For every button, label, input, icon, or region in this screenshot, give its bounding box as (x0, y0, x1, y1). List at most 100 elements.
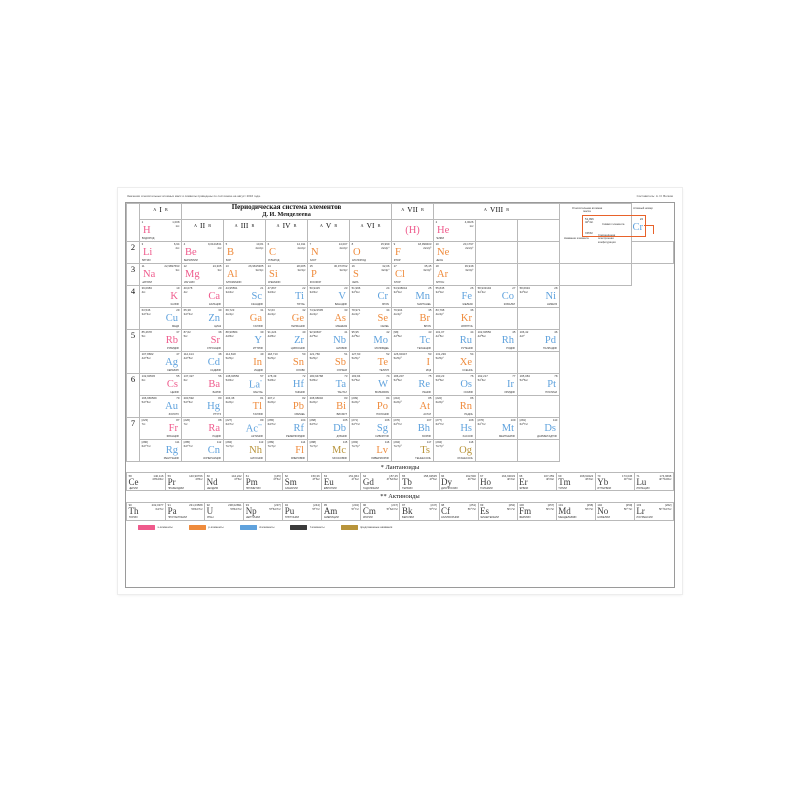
element-cell-Ta[interactable]: 73 180,94788 5d³6s² Ta ТАНТАЛ (307, 372, 350, 396)
element-cell-Fl[interactable]: 114 [289] 7s²7p² Fl ФЛЕРОВИЙ (265, 438, 308, 462)
element-cell-Bk[interactable]: 97 [247] 5f⁹7s² Bk БЕРКЛИЙ (399, 501, 440, 521)
element-cell-Yb[interactable]: 70 173,045 4f¹⁴6s² Yb ИТТЕРБИЙ (594, 472, 635, 492)
element-cell-H[interactable]: 1 1,008 1s¹ H ВОДОРОД (139, 218, 182, 242)
element-cell-Rn[interactable]: 86 [222] 6s²6p⁶ Rn РАДОН (433, 394, 476, 418)
element-cell-Cu[interactable]: 29 63,546 3d¹⁰4s¹ Cu МЕДЬ (139, 306, 182, 330)
element-cell-F[interactable]: 9 18,998403 2s²2p⁵ F ФТОР (391, 240, 434, 264)
element-cell-Os[interactable]: 76 190,23 5d⁶6s² Os ОСМИЙ (433, 372, 476, 396)
element-cell-He[interactable]: 2 4,0026 1s² He ГЕЛИЙ (433, 218, 476, 242)
element-cell-Cd[interactable]: 48 112,414 4d¹⁰5s² Cd КАДМИЙ (181, 350, 224, 374)
element-cell-Al[interactable]: 13 26,9815385 3s²3p¹ Al АЛЮМИНИЙ (223, 262, 266, 286)
element-cell-Pr[interactable]: 59 140,90766 4f³6s² Pr ПРАЗЕОДИМ (165, 472, 206, 492)
element-cell-Na[interactable]: 11 22,9897693 3s¹ Na НАТРИЙ (139, 262, 182, 286)
element-cell-Tm[interactable]: 69 168,93422 4f¹³6s² Tm ТУЛИЙ (555, 472, 596, 492)
element-cell-(H)[interactable]: (H) (391, 218, 434, 242)
element-cell-N[interactable]: 7 14,007 2s²2p³ N АЗОТ (307, 240, 350, 264)
element-cell-Sm[interactable]: 62 150,36 4f⁶6s² Sm САМАРИЙ (282, 472, 323, 492)
element-cell-Pu[interactable]: 94 [244] 5f⁶7s² Pu ПЛУТОНИЙ (282, 501, 323, 521)
element-cell-Y[interactable]: 39 88,90584 4d¹5s² Y ИТТРИЙ (223, 328, 266, 352)
element-cell-Sg[interactable]: 106 [271] 6d⁴7s² Sg СИБОРГИЙ (349, 416, 392, 440)
element-cell-Ge[interactable]: 32 72,63 4s²4p² Ge ГЕРМАНИЙ (265, 306, 308, 330)
element-cell-S[interactable]: 16 32,06 3s²3p⁴ S СЕРА (349, 262, 392, 286)
element-cell-Ni[interactable]: 28 58,6934 3d⁸4s² Ni НИКЕЛЬ (517, 284, 560, 308)
element-cell-No[interactable]: 102 [259] 5f¹⁴7s² No НОБЕЛИЙ (594, 501, 635, 521)
element-cell-Ir[interactable]: 77 192,217 5d⁷6s² Ir ИРИДИЙ (475, 372, 518, 396)
element-cell-Cf[interactable]: 98 [251] 5f¹⁰7s² Cf КАЛИФОРНИЙ (438, 501, 479, 521)
element-cell-Lv[interactable]: 116 [293] 7s²7p⁴ Lv ЛИВЕРМОРИЙ (349, 438, 392, 462)
element-cell-W[interactable]: 74 183,84 5d⁴6s² W ВОЛЬФРАМ (349, 372, 392, 396)
element-cell-Rb[interactable]: 37 85,4678 5s¹ Rb РУБИДИЙ (139, 328, 182, 352)
element-cell-K[interactable]: 19 39,0983 4s¹ K КАЛИЙ (139, 284, 182, 308)
element-cell-Br[interactable]: 35 79,904 4s²4p⁵ Br БРОМ (391, 306, 434, 330)
element-cell-Ra[interactable]: 88 [226] 7s² Ra РАДИЙ (181, 416, 224, 440)
element-cell-La[interactable]: 57 138,90550 5d¹6s² La* ЛАНТАН (223, 372, 266, 396)
element-cell-Cl[interactable]: 17 35,45 3s²3p⁵ Cl ХЛОР (391, 262, 434, 286)
element-cell-Lu[interactable]: 71 174,9668 4f¹⁴5d¹6s² Lu ЛЮТЕЦИЙ (633, 472, 675, 492)
element-cell-Db[interactable]: 105 [268] 6d³7s² Db ДУБНИЙ (307, 416, 350, 440)
element-cell-Mn[interactable]: 25 54,938044 3d⁵4s² Mn МАРГАНЕЦ (391, 284, 434, 308)
element-cell-Ar[interactable]: 18 39,948 3s²3p⁶ Ar АРГОН (433, 262, 476, 286)
element-cell-Ce[interactable]: 58 140,116 4f¹5d¹6s² Ce ЦЕРИЙ (125, 472, 167, 492)
element-cell-Ba[interactable]: 56 137,327 6s² Ba БАРИЙ (181, 372, 224, 396)
element-cell-Cm[interactable]: 96 [247] 5f⁷6d¹7s² Cm КЮРИЙ (360, 501, 401, 521)
element-cell-Hg[interactable]: 80 200,592 5d¹⁰6s² Hg РТУТЬ (181, 394, 224, 418)
element-cell-Re[interactable]: 75 186,207 5d⁵6s² Re РЕНИЙ (391, 372, 434, 396)
element-cell-Te[interactable]: 52 127,60 5s²5p⁴ Te ТЕЛЛУР (349, 350, 392, 374)
element-cell-Sr[interactable]: 38 87,62 5s² Sr СТРОНЦИЙ (181, 328, 224, 352)
element-cell-Zr[interactable]: 40 91,224 4d²5s² Zr ЦИРКОНИЙ (265, 328, 308, 352)
element-cell-At[interactable]: 85 [210] 6s²6p⁵ At АСТАТ (391, 394, 434, 418)
element-cell-Pt[interactable]: 78 195,084 5d⁹6s¹ Pt ПЛАТИНА (517, 372, 560, 396)
element-cell-Tc[interactable]: 43 [98] 4d⁵5s² Tc ТЕХНЕЦИЙ (391, 328, 434, 352)
element-cell-Eu[interactable]: 63 151,964 4f⁷6s² Eu ЕВРОПИЙ (321, 472, 362, 492)
element-cell-Ti[interactable]: 22 47,867 3d²4s² Ti ТИТАН (265, 284, 308, 308)
element-cell-Mc[interactable]: 115 [288] 7s²7p³ Mc МОСКОВИЙ (307, 438, 350, 462)
element-cell-Am[interactable]: 95 [243] 5f⁷7s² Am АМЕРИЦИЙ (321, 501, 362, 521)
element-cell-Nb[interactable]: 41 92,90637 4d⁴5s¹ Nb НИОБИЙ (307, 328, 350, 352)
element-cell-Dy[interactable]: 66 162,500 4f¹⁰6s² Dy ДИСПРОЗИЙ (438, 472, 479, 492)
element-cell-Si[interactable]: 14 28,085 3s²3p² Si КРЕМНИЙ (265, 262, 308, 286)
element-cell-Rg[interactable]: 111 [280] 6d¹⁰7s¹ Rg РЕНТГЕНИЙ (139, 438, 182, 462)
element-cell-Cn[interactable]: 112 [285] 6d¹⁰7s² Cn КОПЕРНИЦИЙ (181, 438, 224, 462)
element-cell-Sc[interactable]: 21 44,95591 3d¹4s² Sc СКАНДИЙ (223, 284, 266, 308)
element-cell-Mo[interactable]: 42 95,95 4d⁵5s¹ Mo МОЛИБДЕН (349, 328, 392, 352)
element-cell-C[interactable]: 6 12,011 2s²2p² C УГЛЕРОД (265, 240, 308, 264)
element-cell-I[interactable]: 53 126,90447 5s²5p⁵ I ЙОД (391, 350, 434, 374)
element-cell-Fr[interactable]: 87 [223] 7s¹ Fr ФРАНЦИЙ (139, 416, 182, 440)
element-cell-Tl[interactable]: 81 204,38 6s²6p¹ Tl ТАЛЛИЙ (223, 394, 266, 418)
element-cell-Se[interactable]: 34 78,971 4s²4p⁴ Se СЕЛЕН (349, 306, 392, 330)
element-cell-Sn[interactable]: 50 118,710 5s²5p² Sn ОЛОВО (265, 350, 308, 374)
element-cell-Np[interactable]: 93 [237] 5f⁴6d¹7s² Np НЕПТУНИЙ (243, 501, 284, 521)
element-cell-B[interactable]: 5 10,81 2s²2p¹ B БОР (223, 240, 266, 264)
element-cell-P[interactable]: 15 30,973762 3s²3p³ P ФОСФОР (307, 262, 350, 286)
element-cell-As[interactable]: 33 74,921595 4s²4p³ As МЫШЬЯК (307, 306, 350, 330)
element-cell-Mt[interactable]: 109 [276] 6d⁷7s² Mt МЕЙТНЕРИЙ (475, 416, 518, 440)
element-cell-Bh[interactable]: 107 [270] 6d⁵7s² Bh БОРИЙ (391, 416, 434, 440)
element-cell-Bi[interactable]: 83 208,98040 6s²6p³ Bi ВИСМУТ (307, 394, 350, 418)
element-cell-V[interactable]: 23 50,9415 3d³4s² V ВАНАДИЙ (307, 284, 350, 308)
element-cell-Nh[interactable]: 113 [284] 7s²7p¹ Nh НИХОНИЙ (223, 438, 266, 462)
element-cell-Pa[interactable]: 91 231,03588 5f²6d¹7s² Pa ПРОТАКТИНИЙ (165, 501, 206, 521)
element-cell-Be[interactable]: 4 9,0121831 2s² Be БЕРИЛЛИЙ (181, 240, 224, 264)
element-cell-Ds[interactable]: 110 [281] 6d⁸7s² Ds ДАРМШТАДТИЙ (517, 416, 560, 440)
element-cell-Ru[interactable]: 44 101,07 4d⁷5s¹ Ru РУТЕНИЙ (433, 328, 476, 352)
element-cell-Kr[interactable]: 36 83,798 4s²4p⁶ Kr КРИПТОН (433, 306, 476, 330)
element-cell-Md[interactable]: 101 [258] 5f¹³7s² Md МЕНДЕЛЕВИЙ (555, 501, 596, 521)
element-cell-Li[interactable]: 3 6,94 2s¹ Li ЛИТИЙ (139, 240, 182, 264)
element-cell-Es[interactable]: 99 [252] 5f¹¹7s² Es ЭЙНШТЕЙНИЙ (477, 501, 518, 521)
element-cell-Ts[interactable]: 117 [294] 7s²7p⁵ Ts ТЕННЕССИН (391, 438, 434, 462)
element-cell-Co[interactable]: 27 58,933194 3d⁷4s² Co КОБАЛЬТ (475, 284, 518, 308)
element-cell-Au[interactable]: 79 196,966569 5d¹⁰6s¹ Au ЗОЛОТО (139, 394, 182, 418)
element-cell-In[interactable]: 49 114,818 5s²5p¹ In ИНДИЙ (223, 350, 266, 374)
element-cell-Ho[interactable]: 67 164,93033 4f¹¹6s² Ho ГОЛЬМИЙ (477, 472, 518, 492)
element-cell-O[interactable]: 8 15,999 2s²2p⁴ O КИСЛОРОД (349, 240, 392, 264)
element-cell-Tb[interactable]: 65 158,92535 4f⁹6s² Tb ТЕРБИЙ (399, 472, 440, 492)
element-cell-Pb[interactable]: 82 207,2 6s²6p² Pb СВИНЕЦ (265, 394, 308, 418)
element-cell-Ag[interactable]: 47 107,8682 4d¹⁰5s¹ Ag СЕРЕБРО (139, 350, 182, 374)
element-cell-Sb[interactable]: 51 121,760 5s²5p³ Sb СУРЬМА (307, 350, 350, 374)
element-cell-Th[interactable]: 90 232,0377 6d²7s² Th ТОРИЙ (125, 501, 167, 521)
element-cell-Gd[interactable]: 64 157,25 4f⁷5d¹6s² Gd ГАДОЛИНИЙ (360, 472, 401, 492)
element-cell-Po[interactable]: 84 [209] 6s²6p⁴ Po ПОЛОНИЙ (349, 394, 392, 418)
element-cell-Hs[interactable]: 108 [277] 6d⁶7s² Hs ХАССИЙ (433, 416, 476, 440)
element-cell-Hf[interactable]: 72 178,49 5d²6s² Hf ГАФНИЙ (265, 372, 308, 396)
element-cell-Cr[interactable]: 24 51,996 3d⁵4s¹ Cr ХРОМ (349, 284, 392, 308)
